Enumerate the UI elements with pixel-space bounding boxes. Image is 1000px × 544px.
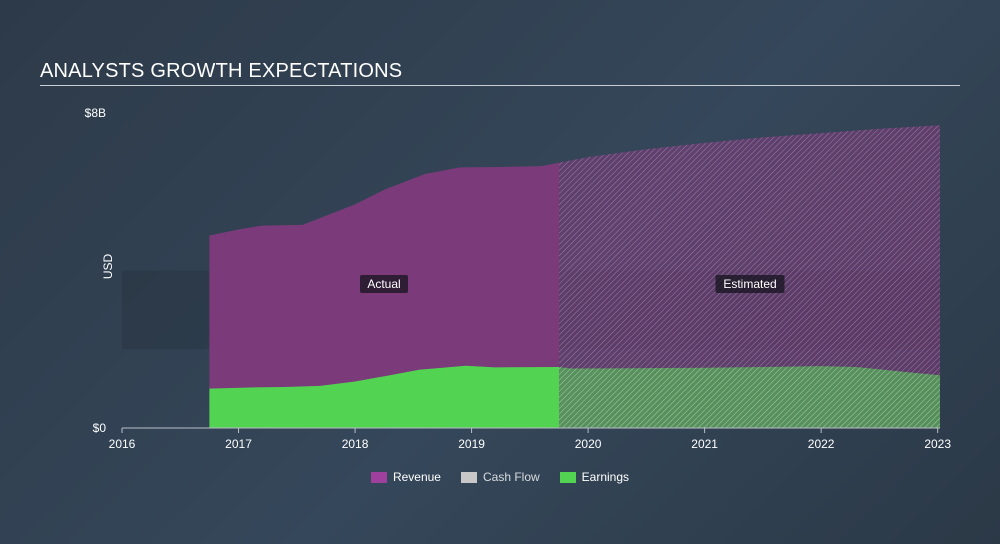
x-tick-label: 2021 <box>691 437 718 451</box>
x-tick-label: 2023 <box>924 437 951 451</box>
area-earnings-actual <box>209 365 559 428</box>
legend-item-revenue[interactable]: Revenue <box>370 470 441 484</box>
area-revenue-actual <box>209 162 559 428</box>
x-tick-label: 2019 <box>458 437 485 451</box>
series-areas <box>209 125 940 428</box>
y-tick-label: $8B <box>85 106 106 120</box>
legend-item-cashflow[interactable]: Cash Flow <box>460 470 540 484</box>
y-axis-title: USD <box>101 254 115 280</box>
x-tick-label: 2017 <box>225 437 252 451</box>
estimated-label: Estimated <box>715 275 785 293</box>
x-tick-label: 2018 <box>342 437 369 451</box>
legend-label-earnings: Earnings <box>581 470 630 484</box>
legend-label-cashflow: Cash Flow <box>482 470 540 484</box>
x-tick-label: 2022 <box>808 437 835 451</box>
legend-swatch-cashflow <box>460 471 477 483</box>
legend-swatch-revenue <box>370 471 387 483</box>
y-tick-label: $0 <box>93 421 107 435</box>
svg-text:Estimated: Estimated <box>723 277 776 291</box>
legend-swatch-earnings <box>559 471 576 483</box>
title-divider <box>40 85 960 86</box>
actual-label: Actual <box>360 275 408 293</box>
axes: 2016 2017 2018 2019 2020 2021 2022 2023 $0 $8B USD <box>85 106 952 451</box>
legend-label-revenue: Revenue <box>392 470 441 484</box>
legend-item-earnings[interactable]: Earnings <box>559 470 630 484</box>
svg-text:Actual: Actual <box>367 277 400 291</box>
region-labels: Actual Estimated <box>360 275 785 293</box>
legend: Revenue Cash Flow Earnings <box>0 470 1000 484</box>
area-earnings-estimated-hatch <box>558 366 940 428</box>
chart-title: ANALYSTS GROWTH EXPECTATIONS <box>40 60 403 82</box>
x-tick-label: 2016 <box>109 437 136 451</box>
x-tick-label: 2020 <box>575 437 602 451</box>
